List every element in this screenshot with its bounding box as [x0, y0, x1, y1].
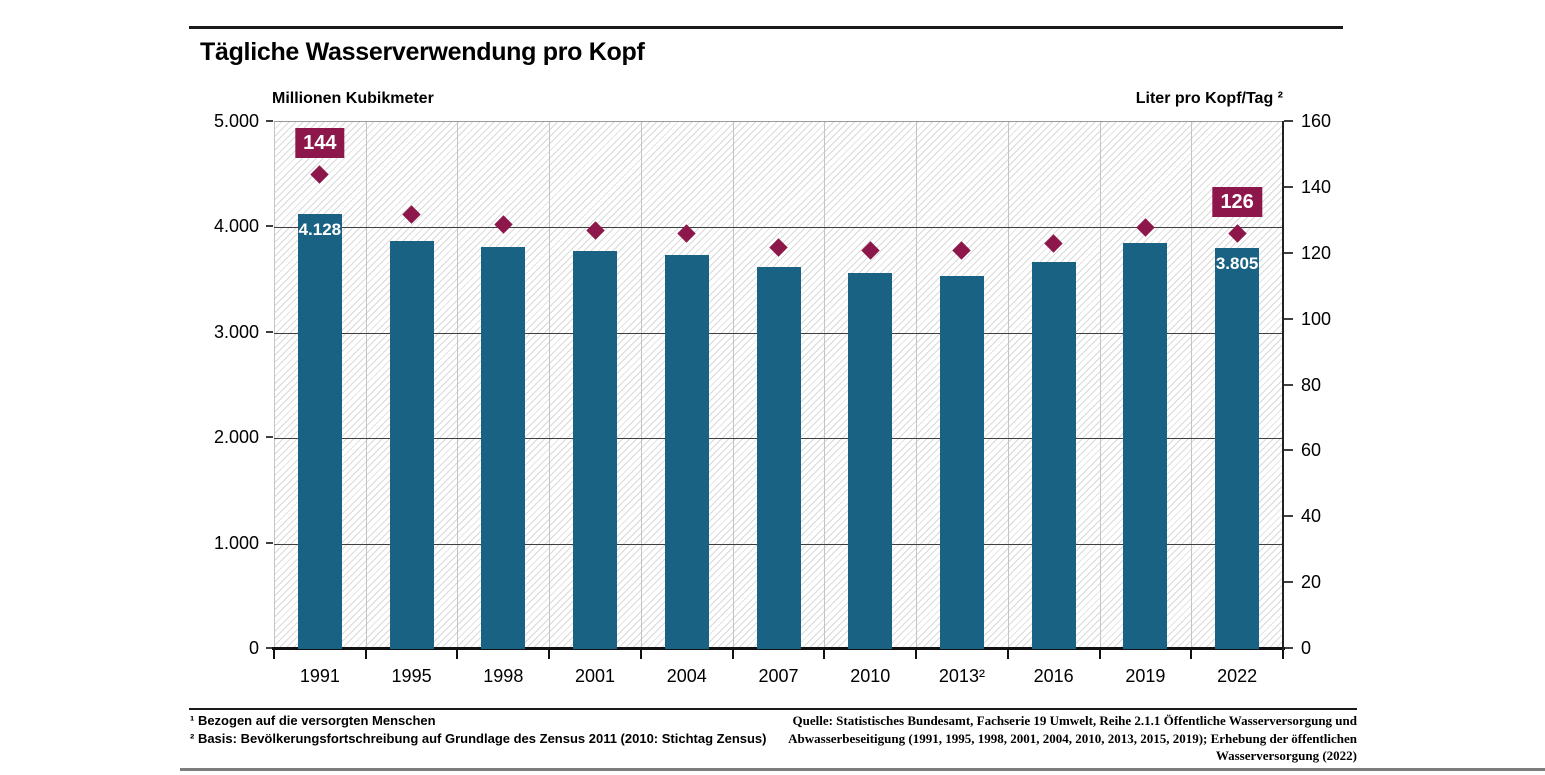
y-axis-tick-label-right: 20 — [1301, 572, 1322, 593]
y-axis-tick-label-right: 120 — [1301, 242, 1332, 263]
horizontal-gridline — [274, 227, 1283, 229]
x-axis-label: 2001 — [575, 666, 616, 686]
y-axis-tick-label-right: 80 — [1301, 374, 1322, 395]
x-axis-label: 2010 — [850, 666, 891, 686]
x-axis-tick — [639, 650, 642, 659]
bar-value-label: 3.805 — [1215, 253, 1259, 273]
diamond-marker — [1044, 234, 1063, 254]
vertical-gridline — [457, 122, 459, 649]
y-axis-tick-label-right: 0 — [1301, 638, 1312, 658]
source-text: Quelle: Statistisches Bundesamt, Fachser… — [788, 713, 1357, 763]
bar — [756, 267, 801, 649]
x-axis-tick — [1282, 650, 1284, 659]
x-axis-tick — [1098, 650, 1101, 659]
footnotes: ¹ Bezogen auf die versorgten Menschen ² … — [190, 713, 767, 746]
bar — [297, 213, 342, 649]
y-axis-tick-label-left: 3.000 — [213, 321, 259, 342]
left-axis-tick — [266, 330, 273, 333]
vertical-gridline — [1191, 122, 1193, 649]
x-axis-tick — [915, 650, 918, 659]
vertical-gridline — [732, 122, 734, 649]
x-axis-label: 2019 — [1125, 666, 1166, 686]
x-axis-tick — [456, 650, 459, 659]
right-axis-tick — [1284, 581, 1293, 584]
left-axis-caption: Millionen Kubikmeter — [272, 90, 434, 107]
right-axis-tick — [1284, 185, 1293, 188]
y-axis-tick-label-right: 140 — [1301, 176, 1332, 197]
bar — [664, 254, 709, 649]
vertical-gridline — [549, 122, 551, 649]
vertical-gridline — [1007, 122, 1009, 649]
right-axis-tick — [1284, 317, 1293, 320]
diamond-marker — [402, 205, 421, 224]
bar — [573, 251, 618, 649]
x-axis-tick — [273, 650, 275, 659]
bar — [939, 276, 984, 649]
x-axis-tick — [364, 650, 367, 659]
bar-value-label: 4.128 — [298, 219, 342, 239]
y-axis-tick-label-left: 4.000 — [213, 216, 259, 237]
footer-rule — [189, 708, 1357, 710]
x-axis-label: 1995 — [391, 666, 432, 686]
page-title: Tägliche Wasserverwendung pro Kopf — [200, 38, 645, 66]
diamond-marker — [952, 241, 972, 260]
right-axis-tick — [1284, 120, 1293, 122]
x-axis-tick — [548, 650, 551, 659]
x-axis-tick — [1190, 650, 1193, 659]
marker-value-label: 144 — [295, 128, 345, 159]
diamond-marker — [310, 165, 330, 184]
y-axis-tick-label-left: 5.000 — [213, 111, 259, 131]
right-axis-line — [1282, 121, 1284, 650]
right-axis-tick — [1284, 251, 1293, 254]
bar — [1215, 247, 1260, 649]
vertical-gridline — [916, 122, 918, 649]
x-axis-label: 1998 — [483, 666, 524, 686]
right-axis-tick — [1284, 647, 1293, 649]
marker-value-label: 126 — [1212, 187, 1262, 218]
diamond-marker — [494, 214, 513, 234]
bottom-rule — [180, 768, 1545, 771]
x-axis-label: 2016 — [1033, 666, 1074, 686]
x-axis-label: 2022 — [1217, 666, 1258, 686]
right-axis-tick — [1284, 383, 1293, 386]
x-axis-label: 1991 — [299, 666, 340, 686]
diamond-marker — [769, 237, 788, 257]
y-axis-tick-label-left: 0 — [248, 638, 259, 658]
right-axis-tick — [1284, 449, 1293, 452]
x-axis-tick — [823, 650, 826, 659]
bar — [389, 241, 434, 649]
vertical-gridline — [1099, 122, 1101, 649]
left-axis-tick — [266, 120, 273, 122]
x-axis-label: 2004 — [666, 666, 707, 686]
x-axis-label: 2013² — [938, 666, 985, 686]
plot-area: 4.128 3.805 144 126 — [274, 121, 1283, 649]
x-axis-tick — [731, 650, 734, 659]
top-rule — [189, 26, 1343, 29]
right-axis-caption: Liter pro Kopf/Tag ² — [1135, 90, 1283, 107]
vertical-gridline — [274, 122, 275, 649]
y-axis-tick-label-left: 1.000 — [213, 532, 259, 553]
bar — [848, 273, 893, 649]
left-axis-tick — [266, 436, 273, 439]
y-axis-tick-label-right: 40 — [1301, 506, 1322, 527]
x-axis-tick — [1006, 650, 1009, 659]
x-axis-label: 2007 — [758, 666, 799, 686]
diamond-marker — [585, 221, 605, 240]
left-axis-tick — [266, 225, 273, 228]
left-axis-tick — [266, 541, 273, 544]
diamond-marker — [861, 241, 880, 260]
y-axis-tick-label-right: 100 — [1301, 308, 1332, 329]
left-axis-tick — [266, 647, 273, 649]
bar — [481, 247, 526, 649]
bar — [1031, 262, 1076, 649]
vertical-gridline — [824, 122, 826, 649]
vertical-gridline — [365, 122, 367, 649]
y-axis-tick-label-right: 160 — [1301, 111, 1332, 131]
y-axis-tick-label-right: 60 — [1301, 440, 1322, 461]
diamond-marker — [1136, 218, 1155, 237]
bar — [1123, 242, 1168, 649]
vertical-gridline — [640, 122, 642, 649]
y-axis-tick-label-left: 2.000 — [213, 427, 259, 448]
right-axis-tick — [1284, 515, 1293, 518]
